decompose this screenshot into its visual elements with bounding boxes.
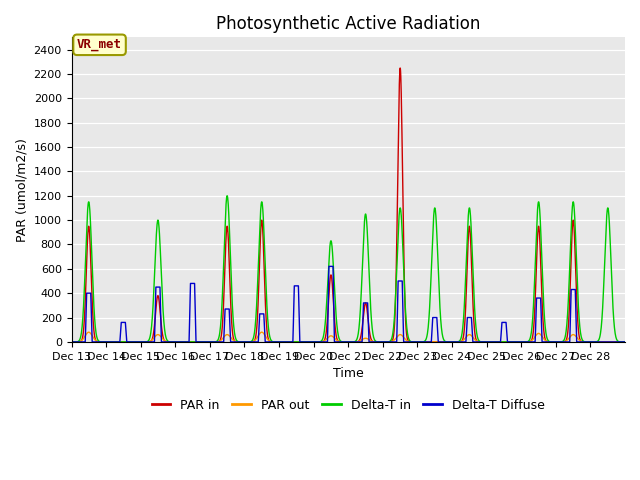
Y-axis label: PAR (umol/m2/s): PAR (umol/m2/s) [15, 138, 28, 241]
PAR out [515, 339, 523, 345]
PAR in [102, 339, 110, 345]
Delta-T in [382, 339, 390, 345]
PAR out [84, 329, 92, 335]
Legend: PAR in, PAR out, Delta-T in, Delta-T Diffuse: PAR in, PAR out, Delta-T in, Delta-T Dif… [147, 394, 550, 417]
PAR out [547, 339, 554, 345]
PAR out [124, 339, 131, 345]
Line: Delta-T in: Delta-T in [72, 196, 625, 342]
Delta-T in [124, 339, 131, 345]
PAR out [102, 339, 110, 345]
PAR out [243, 339, 251, 345]
PAR in [621, 339, 629, 345]
X-axis label: Time: Time [333, 367, 364, 380]
Delta-T in [68, 339, 76, 345]
PAR out [68, 339, 76, 345]
Delta-T in [621, 339, 629, 345]
Delta-T in [614, 338, 621, 344]
Delta-T in [547, 339, 554, 345]
PAR in [68, 339, 76, 345]
Delta-T in [223, 193, 231, 199]
PAR in [382, 339, 390, 345]
PAR in [124, 339, 131, 345]
PAR out [614, 339, 621, 345]
PAR in [614, 339, 621, 345]
Line: Delta-T Diffuse: Delta-T Diffuse [72, 266, 625, 342]
Delta-T Diffuse [325, 264, 333, 269]
Delta-T Diffuse [614, 339, 621, 345]
PAR in [547, 339, 554, 345]
Delta-T Diffuse [243, 339, 250, 345]
PAR in [396, 65, 404, 71]
PAR in [515, 339, 523, 345]
Delta-T Diffuse [68, 339, 76, 345]
Line: PAR out: PAR out [72, 332, 625, 342]
Delta-T Diffuse [382, 339, 390, 345]
Delta-T Diffuse [123, 339, 131, 345]
Delta-T in [102, 339, 110, 345]
Delta-T Diffuse [547, 339, 554, 345]
Delta-T in [243, 339, 251, 345]
Delta-T in [515, 339, 523, 345]
Text: VR_met: VR_met [77, 38, 122, 51]
PAR out [621, 339, 629, 345]
Delta-T Diffuse [515, 339, 523, 345]
PAR in [243, 339, 250, 345]
Delta-T Diffuse [621, 339, 629, 345]
Line: PAR in: PAR in [72, 68, 625, 342]
Title: Photosynthetic Active Radiation: Photosynthetic Active Radiation [216, 15, 481, 33]
PAR out [382, 339, 390, 345]
